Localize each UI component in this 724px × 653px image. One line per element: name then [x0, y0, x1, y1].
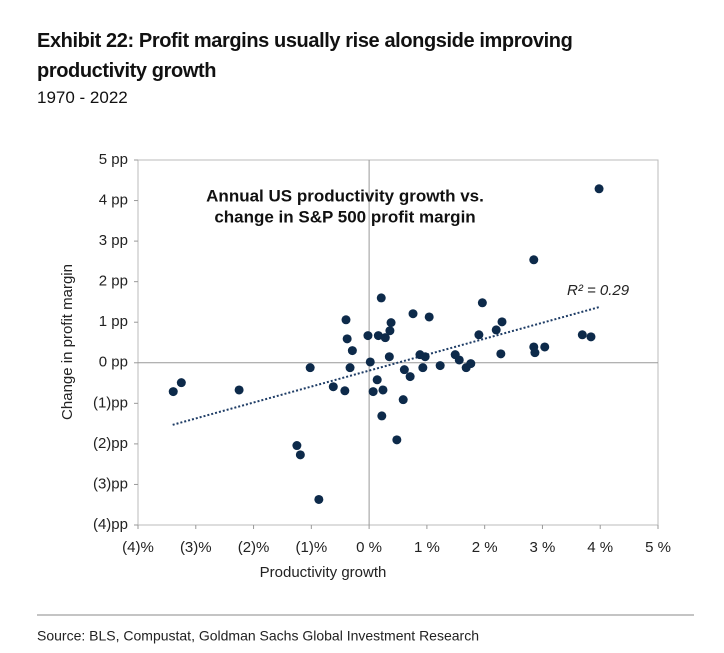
point: [168, 387, 178, 397]
y-tick-label: 4 pp: [99, 192, 128, 209]
y-tick-label: (2)pp: [93, 435, 128, 452]
point: [342, 334, 352, 344]
point: [529, 255, 539, 265]
point: [398, 395, 408, 405]
chart-title: Exhibit 22: Profit margins usually rise …: [37, 30, 573, 82]
point: [454, 355, 464, 365]
point: [477, 298, 487, 308]
point: [392, 435, 402, 445]
point: [491, 325, 501, 335]
trendline-label: R² = 0.29: [567, 282, 630, 299]
point: [497, 317, 507, 327]
point: [399, 365, 409, 375]
source: Source: BLS, Compustat, Goldman Sachs Gl…: [37, 628, 479, 644]
point: [376, 293, 386, 303]
y-tick-label: 2 pp: [99, 273, 128, 290]
point: [234, 385, 244, 395]
point: [292, 441, 302, 451]
point: [305, 363, 315, 373]
x-tick-label: 3 %: [530, 539, 556, 556]
x-tick-label: 2 %: [472, 539, 498, 556]
point: [347, 346, 357, 356]
point: [368, 387, 378, 397]
x-tick-label: 4 %: [587, 539, 613, 556]
plot-frame: [137, 159, 659, 526]
point: [380, 333, 390, 343]
point: [418, 363, 428, 373]
point: [314, 494, 324, 504]
point: [530, 348, 540, 358]
point: [540, 342, 550, 352]
x-tick-label: 1 %: [414, 539, 440, 556]
trendline: [172, 305, 601, 426]
x-tick-label: (1)%: [295, 539, 327, 556]
point: [386, 318, 396, 328]
point: [496, 349, 506, 359]
y-tick-label: 5 pp: [99, 151, 128, 168]
x-tick-label: (3)%: [180, 539, 212, 556]
point: [594, 184, 604, 194]
point: [377, 411, 387, 421]
x-tick-label: (4)%: [122, 539, 154, 556]
point: [176, 378, 186, 388]
point: [363, 331, 373, 341]
x-axis-label: Productivity growth: [260, 564, 387, 581]
point: [365, 357, 375, 367]
y-tick-label: (3)pp: [93, 475, 128, 492]
point: [385, 326, 395, 336]
y-tick-label: (1)pp: [93, 394, 128, 411]
y-tick-label: 3 pp: [99, 232, 128, 249]
y-axis-label: Change in profit margin: [59, 264, 76, 420]
point: [340, 386, 350, 396]
chart-subtitle: 1970 - 2022: [37, 88, 128, 107]
point: [424, 312, 434, 322]
y-tick-label: (4)pp: [93, 516, 128, 533]
annotation: Annual US productivity growth vs.: [206, 186, 484, 205]
point: [420, 352, 430, 362]
point: [341, 315, 351, 325]
point: [328, 382, 338, 392]
point: [408, 309, 418, 319]
point: [405, 372, 415, 382]
annotation: change in S&P 500 profit margin: [214, 207, 475, 226]
point: [466, 359, 476, 369]
point: [435, 361, 445, 371]
x-tick-label: 0 %: [356, 539, 382, 556]
point: [372, 375, 382, 385]
y-tick-label: 0 pp: [99, 354, 128, 371]
point: [586, 332, 596, 342]
point: [373, 331, 383, 341]
point: [378, 385, 388, 395]
x-tick-label: 5 %: [645, 539, 671, 556]
y-tick-label: 1 pp: [99, 313, 128, 330]
point: [384, 352, 394, 362]
point: [295, 450, 305, 460]
point: [577, 330, 587, 340]
point: [345, 363, 355, 373]
point: [474, 330, 484, 340]
x-tick-label: (2)%: [238, 539, 270, 556]
